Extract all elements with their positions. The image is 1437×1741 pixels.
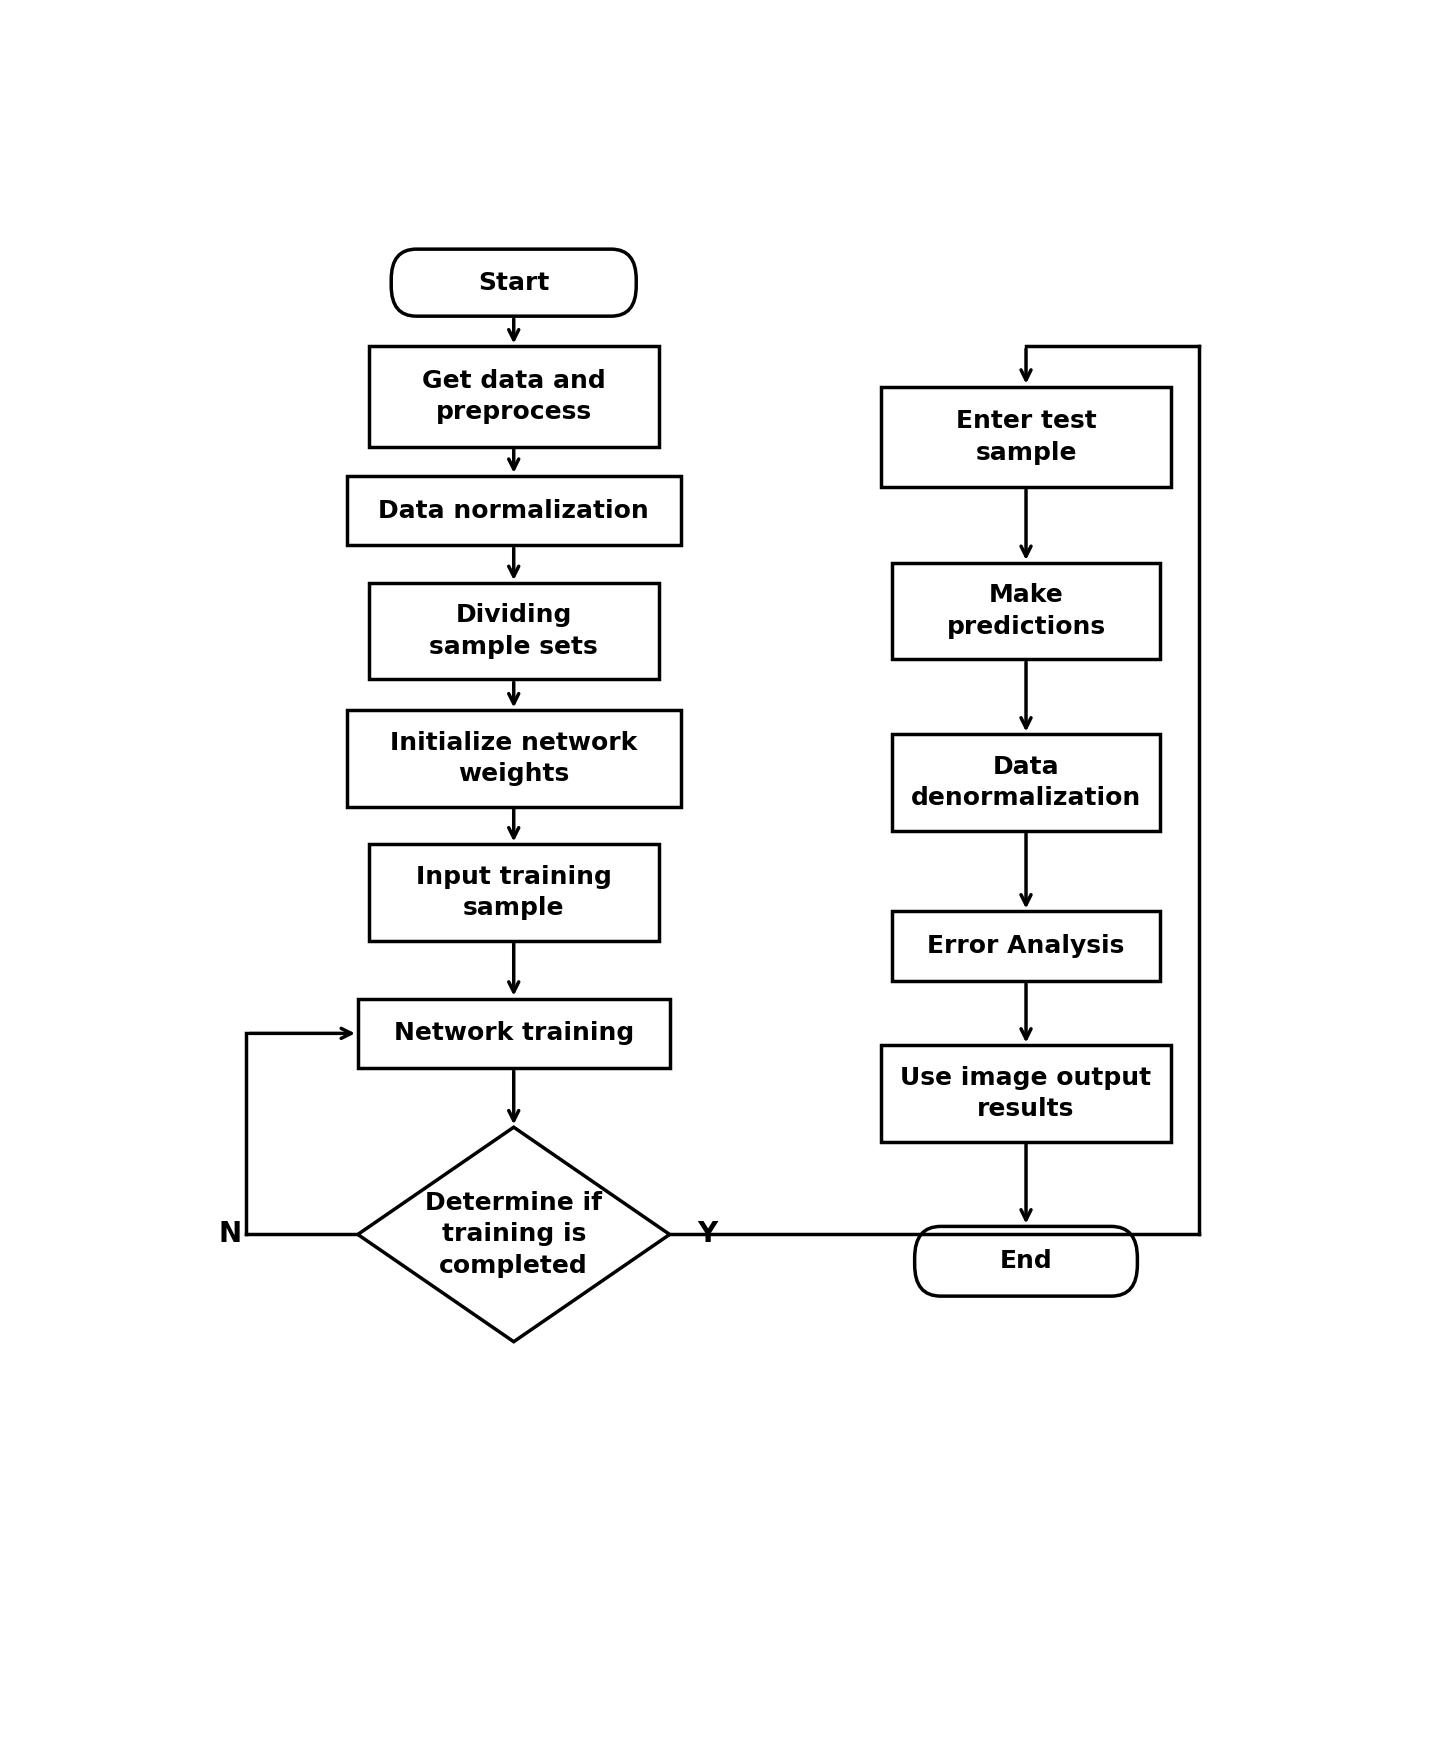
Bar [346, 710, 681, 806]
Text: Network training: Network training [394, 1022, 634, 1045]
Bar [892, 735, 1160, 830]
Text: Dividing
sample sets: Dividing sample sets [430, 604, 598, 660]
Bar [346, 475, 681, 545]
Text: Data
denormalization: Data denormalization [911, 756, 1141, 811]
Text: Enter test
sample: Enter test sample [956, 409, 1096, 465]
Text: Use image output
results: Use image output results [901, 1065, 1151, 1121]
Bar [892, 911, 1160, 982]
FancyBboxPatch shape [915, 1226, 1138, 1295]
Text: Error Analysis: Error Analysis [927, 935, 1125, 958]
Text: Start: Start [479, 270, 549, 294]
Text: End: End [1000, 1250, 1052, 1273]
Bar [369, 844, 658, 940]
Text: Get data and
preprocess: Get data and preprocess [422, 369, 605, 425]
Bar [892, 562, 1160, 660]
Text: Make
predictions: Make predictions [947, 583, 1105, 639]
Polygon shape [358, 1126, 670, 1342]
Bar [369, 583, 658, 679]
Bar [358, 999, 670, 1069]
FancyBboxPatch shape [391, 249, 637, 317]
Text: Input training
sample: Input training sample [415, 865, 612, 921]
Bar [881, 387, 1171, 487]
Text: Data normalization: Data normalization [378, 498, 650, 522]
Text: Determine if
training is
completed: Determine if training is completed [425, 1191, 602, 1278]
Bar [369, 346, 658, 447]
Text: Y: Y [697, 1220, 717, 1248]
Text: Initialize network
weights: Initialize network weights [389, 731, 638, 787]
Bar [881, 1045, 1171, 1142]
Text: N: N [218, 1220, 241, 1248]
